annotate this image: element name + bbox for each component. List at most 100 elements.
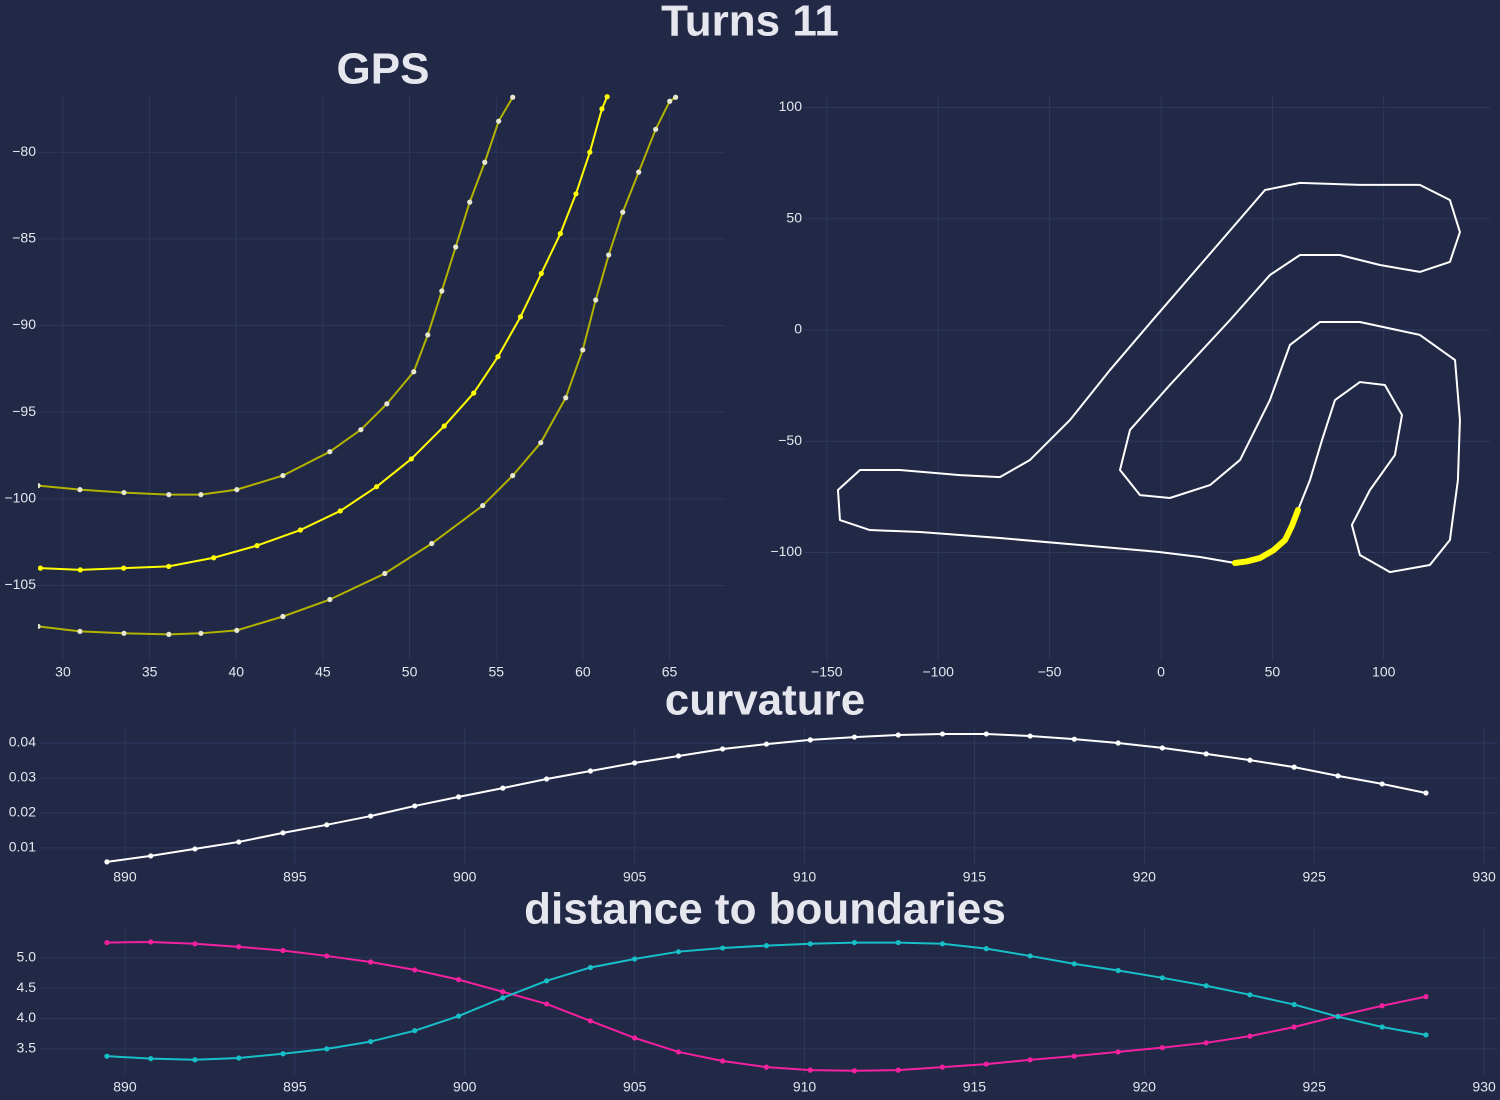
data-point [482, 159, 488, 165]
data-point [1203, 751, 1209, 757]
data-point [620, 209, 626, 215]
x-tick-label: −50 [1038, 664, 1062, 680]
data-point [121, 630, 127, 636]
data-point [939, 941, 946, 947]
data-point [1071, 736, 1077, 742]
data-point [675, 1049, 682, 1055]
data-point [587, 1018, 594, 1024]
y-tick-label: 3.5 [17, 1040, 37, 1056]
data-point [1159, 745, 1165, 751]
data-point [280, 947, 286, 954]
data-point [606, 252, 612, 258]
data-point [1027, 733, 1033, 739]
data-point [480, 502, 486, 509]
data-point [500, 785, 506, 791]
data-point [77, 628, 83, 635]
data-point [297, 527, 303, 533]
data-point [763, 943, 770, 949]
x-tick-label: 55 [488, 664, 504, 680]
data-point [667, 98, 673, 104]
data-point [425, 332, 431, 338]
data-point [763, 741, 770, 747]
data-point [198, 630, 204, 636]
data-point [77, 487, 83, 493]
data-point [408, 456, 414, 462]
x-tick-label: 900 [453, 869, 477, 885]
data-point [538, 270, 544, 277]
data-point [412, 803, 418, 809]
x-tick-label: 905 [623, 1079, 647, 1095]
series-line [38, 96, 677, 636]
data-point [939, 731, 946, 737]
data-point [1115, 967, 1121, 974]
data-point [653, 126, 659, 132]
data-point [1027, 953, 1033, 959]
data-point [636, 169, 642, 175]
data-point [544, 978, 550, 984]
y-tick-label: 5.0 [17, 948, 37, 964]
y-tick-label: −105 [4, 576, 36, 592]
data-point [983, 946, 989, 952]
data-point [939, 1064, 946, 1070]
plot-area [104, 939, 1429, 1074]
data-point [895, 939, 901, 946]
y-tick-label: −90 [12, 316, 36, 332]
data-point [895, 732, 901, 738]
data-point [1423, 994, 1429, 1000]
data-point [471, 390, 477, 396]
data-point [121, 489, 127, 496]
y-tick-label: 0.01 [9, 839, 36, 855]
data-point [1071, 961, 1077, 967]
data-point [495, 354, 501, 360]
plot-area [836, 181, 1461, 574]
x-tick-label: −150 [811, 664, 843, 680]
y-tick-label: 0.04 [9, 734, 36, 750]
data-point [104, 859, 110, 865]
data-point [412, 1028, 418, 1034]
data-point [456, 977, 462, 983]
data-point [467, 199, 473, 205]
data-point [234, 627, 240, 633]
data-point [38, 565, 44, 571]
data-point [807, 1067, 813, 1073]
x-tick-label: 925 [1303, 869, 1327, 885]
data-point [38, 623, 41, 629]
data-point [166, 563, 172, 570]
chart-title: distance to boundaries [524, 885, 1006, 934]
data-point [1335, 773, 1341, 779]
y-tick-label: 4.5 [17, 979, 37, 995]
data-point [236, 944, 242, 950]
data-point [324, 953, 330, 959]
data-point [1379, 1024, 1385, 1030]
data-point [38, 483, 41, 489]
data-point [500, 995, 506, 1001]
series-line [38, 96, 514, 496]
data-point [211, 555, 217, 561]
data-point [720, 746, 726, 752]
y-tick-label: 4.0 [17, 1009, 37, 1025]
data-point [720, 1058, 726, 1064]
data-point [1159, 1045, 1165, 1051]
data-point [500, 989, 506, 995]
x-tick-label: 890 [113, 869, 137, 885]
data-point [1159, 975, 1165, 981]
x-tick-label: 0 [1157, 664, 1165, 680]
data-point [510, 472, 516, 479]
data-point [557, 231, 563, 237]
data-point [192, 846, 198, 852]
data-point [632, 760, 638, 766]
data-point [587, 149, 593, 155]
data-point [851, 939, 858, 946]
data-point [851, 734, 858, 740]
y-tick-label: −80 [12, 143, 36, 159]
data-point [166, 492, 172, 498]
y-tick-label: −100 [770, 543, 802, 559]
y-tick-label: −95 [12, 403, 36, 419]
x-tick-label: 50 [1265, 664, 1281, 680]
data-point [1247, 757, 1253, 763]
data-point [368, 959, 374, 965]
data-point [983, 1061, 989, 1067]
